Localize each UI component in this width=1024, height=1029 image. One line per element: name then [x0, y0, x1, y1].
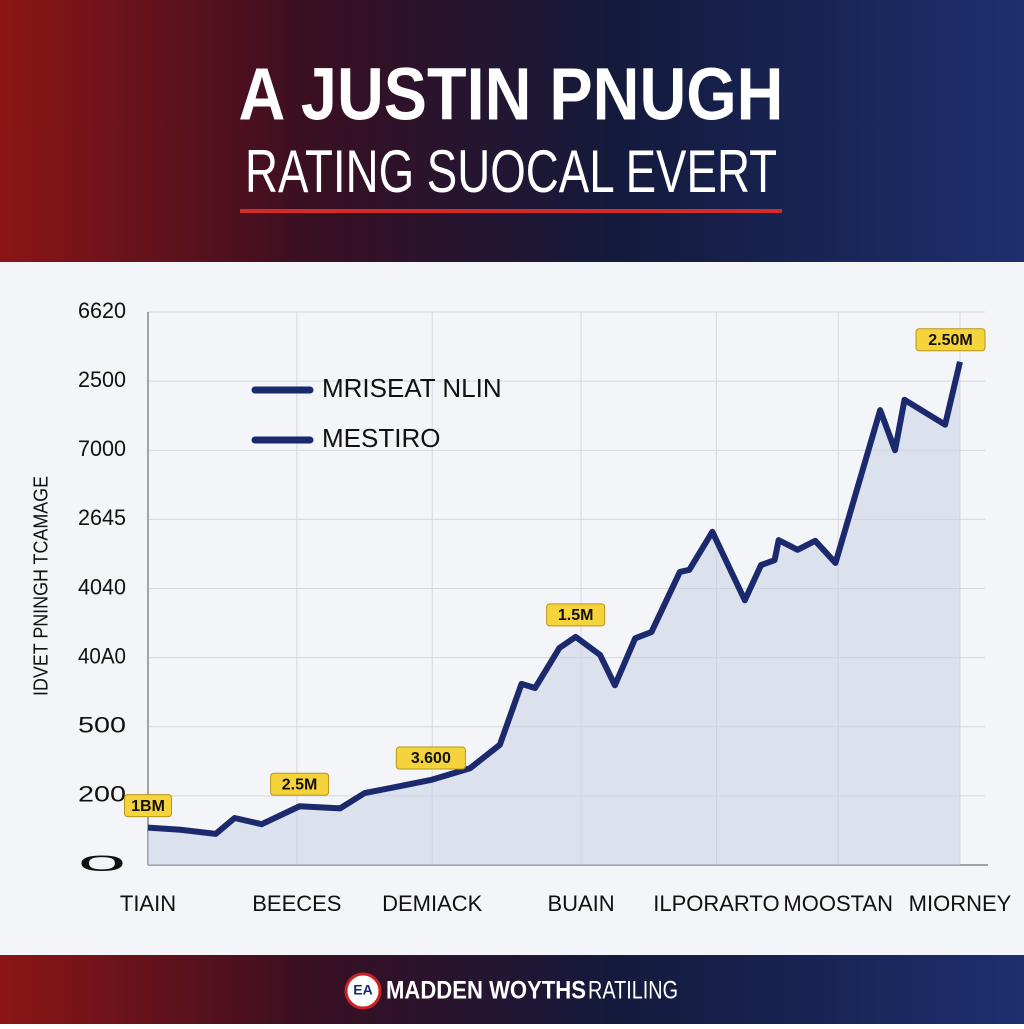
x-tick-label: BEECES	[252, 891, 341, 916]
legend-label: MESTIRO	[322, 423, 440, 453]
x-tick-label: BUAIN	[547, 891, 614, 916]
chart-subtitle: RATING SUOCAL EVERT	[245, 138, 777, 205]
annotation-box	[546, 603, 606, 627]
annotation-box	[395, 746, 466, 770]
header-bg	[0, 0, 1024, 262]
annotation: 2.50M	[928, 332, 972, 349]
plot: 0 200 500 40A0 4040 2645 7000 2500 6620 TIAIN BEEC…	[78, 298, 1012, 916]
logo-badge	[344, 972, 382, 1010]
annotation: 1BM	[131, 798, 165, 815]
annotation-box	[124, 794, 172, 818]
x-tick-label: DEMIACK	[382, 891, 483, 916]
y-tick-label: 200	[78, 782, 126, 807]
footer-bg	[0, 955, 1024, 1024]
chart-title: A JUSTIN PNUGH	[239, 53, 784, 136]
line	[147, 361, 963, 837]
legend-label: MRISEAT NLIN	[322, 373, 502, 403]
footer-brand: MADDEN WOYTHS	[386, 977, 586, 1005]
y-tick-label: 4040	[78, 574, 126, 599]
x-tick-label: ILPORARTO	[653, 891, 779, 916]
area	[148, 361, 960, 865]
y-tick-label: 2500	[78, 367, 126, 392]
y-tick-label: 0	[78, 851, 126, 876]
annotation-box	[915, 328, 986, 352]
y-axis-label: IDVET PNINGH TCAMAGE	[30, 476, 52, 696]
annotation: 3.600	[411, 750, 451, 767]
y-tick-label: 6620	[78, 298, 126, 323]
x-tick-label: MOOSTAN	[783, 891, 893, 916]
x-tick-label: TIAIN	[120, 891, 176, 916]
annotation: 1.5M	[558, 607, 594, 624]
y-tick-label: 7000	[78, 436, 126, 461]
logo: EA	[353, 982, 372, 998]
y-tick-label: 40A0	[78, 643, 126, 668]
x-tick-label: MIORNEY	[909, 891, 1012, 916]
title-underline	[240, 209, 782, 213]
footer-text: RATILING	[588, 977, 678, 1005]
annotation: 2.5M	[282, 776, 318, 793]
annotation-box	[270, 772, 330, 796]
y-tick-label: 2645	[78, 505, 126, 530]
y-tick-label: 500	[78, 713, 126, 738]
